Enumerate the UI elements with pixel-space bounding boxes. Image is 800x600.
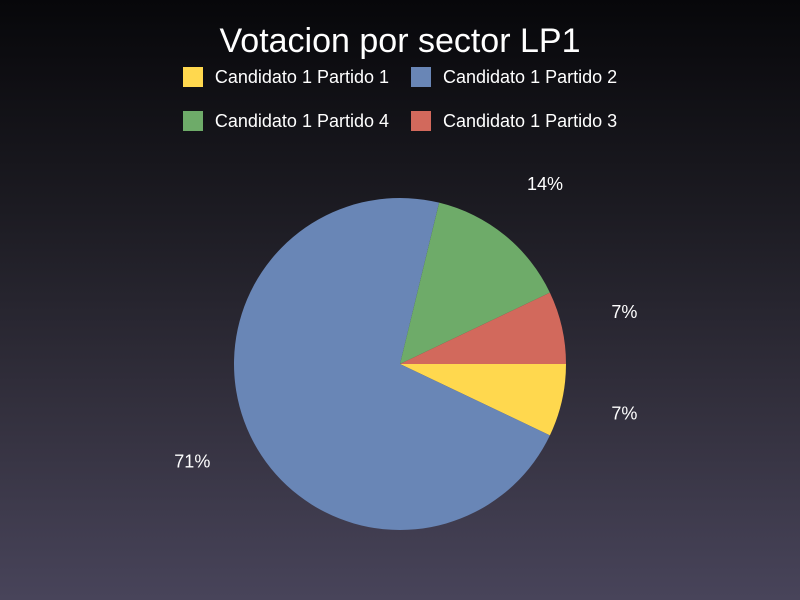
- legend-label: Candidato 1 Partido 2: [443, 67, 618, 87]
- legend-item-partido-1: Candidato 1 Partido 1: [182, 66, 389, 88]
- slice-data-label: 14%: [527, 174, 563, 194]
- pie-slice: [400, 364, 566, 436]
- legend-item-partido-2: Candidato 1 Partido 2: [411, 66, 617, 88]
- slice-data-label: 71%: [174, 452, 210, 472]
- pie-slice: [400, 202, 550, 364]
- slice-data-label: 7%: [611, 302, 637, 322]
- pie-slice: [400, 292, 566, 364]
- legend-label: Candidato 1 Partido 3: [443, 111, 618, 131]
- legend-item-partido-3: Candidato 1 Partido 3: [411, 110, 617, 132]
- legend-swatch: [411, 67, 431, 87]
- pie-slice: [233, 197, 550, 530]
- legend-label: Candidato 1 Partido 1: [214, 67, 389, 87]
- slice-data-label: 7%: [611, 403, 637, 423]
- legend-item-partido-4: Candidato 1 Partido 4: [182, 110, 389, 132]
- legend-swatch: [182, 111, 203, 131]
- legend-row: Candidato 1 Partido 1 Candidato 1 Partid…: [182, 66, 617, 88]
- legend-swatch: [182, 67, 203, 87]
- legend-swatch: [411, 111, 431, 131]
- chart-legend: Candidato 1 Partido 1 Candidato 1 Partid…: [0, 66, 800, 132]
- legend-label: Candidato 1 Partido 4: [214, 111, 389, 131]
- chart-title: Votacion por sector LP1: [219, 22, 581, 60]
- legend-row: Candidato 1 Partido 4 Candidato 1 Partid…: [182, 110, 617, 132]
